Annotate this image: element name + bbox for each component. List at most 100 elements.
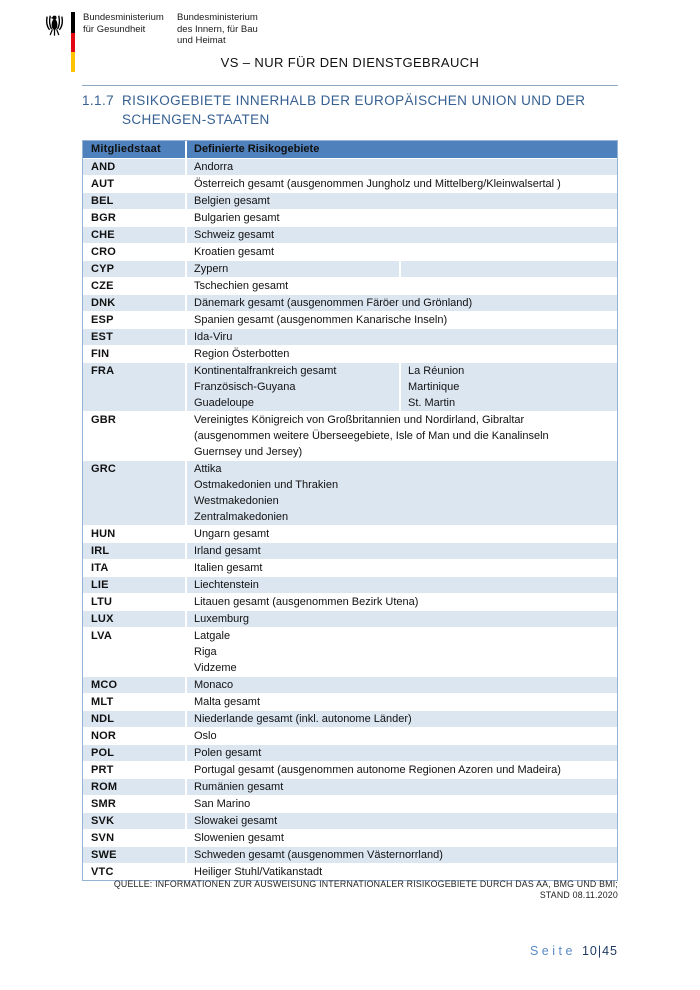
federal-eagle-icon xyxy=(45,15,64,36)
table-row: EST Ida-Viru xyxy=(83,328,617,345)
member-state-code: AND xyxy=(91,161,116,173)
member-state-code: IRL xyxy=(91,545,110,557)
table-row: BGR Bulgarien gesamt xyxy=(83,209,617,226)
table-row: ROM Rumänien gesamt xyxy=(83,778,617,795)
table-row: HUN Ungarn gesamt xyxy=(83,525,617,542)
table-row: ITA Italien gesamt xyxy=(83,559,617,576)
risk-area-cell: Kroatien gesamt xyxy=(185,244,617,260)
risk-area-line: Ungarn gesamt xyxy=(194,528,270,540)
member-state-code: DNK xyxy=(91,297,116,309)
risk-area-cell: Spanien gesamt (ausgenommen Kanarische I… xyxy=(185,312,617,328)
member-state-code: POL xyxy=(91,747,115,759)
risk-area-line: Portugal gesamt (ausgenommen autonome Re… xyxy=(194,764,561,776)
risk-area-line: Belgien gesamt xyxy=(194,195,270,207)
member-state-code: CHE xyxy=(91,229,115,241)
risk-area-cell: Liechtenstein xyxy=(185,577,617,593)
member-state-code: AUT xyxy=(91,178,115,190)
member-state-code: VTC xyxy=(91,866,114,878)
column-header-member-state: Mitgliedstaat xyxy=(91,143,161,155)
risk-area-line: Kroatien gesamt xyxy=(194,246,275,258)
table-row: FRA Kontinentalfrankreich gesamt Französis… xyxy=(83,362,617,411)
table-row: AUT Österreich gesamt (ausgenommen Jungho… xyxy=(83,175,617,192)
member-state-code: FIN xyxy=(91,348,110,360)
member-state-code: CZE xyxy=(91,280,114,292)
table-row: VTC Heiliger Stuhl/Vatikanstadt xyxy=(83,863,617,880)
risk-area-cell: Belgien gesamt xyxy=(185,193,617,209)
risk-area-line: Ida-Viru xyxy=(194,331,233,343)
member-state-code: BEL xyxy=(91,195,114,207)
risk-area-line: Polen gesamt xyxy=(194,747,262,759)
section-heading: 1.1.7 RISIKOGEBIETE INNERHALB DER EUROPÄ… xyxy=(82,91,627,129)
member-state-code: GBR xyxy=(91,414,117,426)
risk-area-line: Tschechien gesamt xyxy=(194,280,289,292)
risk-area-line: Niederlande gesamt (inkl. autonome Lände… xyxy=(194,713,412,725)
table-row: SVN Slowenien gesamt xyxy=(83,829,617,846)
member-state-code: GRC xyxy=(91,463,117,475)
member-state-code: MLT xyxy=(91,696,114,708)
risk-area-cell: Oslo xyxy=(185,728,617,744)
ministry-logos: Bundesministerium für Gesundheit Bundesm… xyxy=(44,12,287,72)
risk-area-cell: Slowenien gesamt xyxy=(185,830,617,846)
page-footer-label: Seite xyxy=(529,944,576,958)
risk-area-line: Dänemark gesamt (ausgenommen Färöer und … xyxy=(194,297,473,309)
risk-area-line: Vereinigtes Königreich von Großbritannie… xyxy=(194,414,525,426)
table-row: CHE Schweiz gesamt xyxy=(83,226,617,243)
member-state-code: ROM xyxy=(91,781,118,793)
risk-area-line: Spanien gesamt (ausgenommen Kanarische I… xyxy=(194,314,448,326)
risk-area-cell: Italien gesamt xyxy=(185,560,617,576)
risk-area-cell: Litauen gesamt (ausgenommen Bezirk Utena… xyxy=(185,594,617,610)
member-state-code: CRO xyxy=(91,246,117,258)
risk-area-line: Zypern xyxy=(194,263,229,275)
risk-area-line: Oslo xyxy=(194,730,217,742)
risk-area-line: Guadeloupe xyxy=(194,397,254,409)
risk-area-line: Irland gesamt xyxy=(194,545,261,557)
risk-area-cell: Bulgarien gesamt xyxy=(185,210,617,226)
table-row: AND Andorra xyxy=(83,158,617,175)
risk-area-line: Slowakei gesamt xyxy=(194,815,278,827)
risk-area-line: Vidzeme xyxy=(194,662,237,674)
risk-area-line: Französisch-Guyana xyxy=(194,381,296,393)
risk-area-line: Rumänien gesamt xyxy=(194,781,284,793)
table-row: PRT Portugal gesamt (ausgenommen autonome… xyxy=(83,761,617,778)
risk-area-line: Attika xyxy=(194,463,222,475)
table-row: LTU Litauen gesamt (ausgenommen Bezirk Ut… xyxy=(83,593,617,610)
risk-area-cell xyxy=(399,261,617,277)
risk-area-cell: Schweden gesamt (ausgenommen Västernorrl… xyxy=(185,847,617,863)
table-row: ESP Spanien gesamt (ausgenommen Kanarisch… xyxy=(83,311,617,328)
risk-area-line: Westmakedonien xyxy=(194,495,279,507)
member-state-code: BGR xyxy=(91,212,117,224)
risk-area-line: Martinique xyxy=(408,381,460,393)
member-state-code: LUX xyxy=(91,613,114,625)
risk-area-line: Schweiz gesamt xyxy=(194,229,275,241)
member-state-code: PRT xyxy=(91,764,114,776)
risk-area-line: Slowenien gesamt xyxy=(194,832,284,844)
risk-area-line: Region Österbotten xyxy=(194,348,290,360)
member-state-code: SWE xyxy=(91,849,117,861)
risk-area-cell: Luxemburg xyxy=(185,611,617,627)
page-number: 10|45 xyxy=(581,944,618,958)
member-state-code: ITA xyxy=(91,562,109,574)
table-row: SVK Slowakei gesamt xyxy=(83,812,617,829)
table-row: CYP Zypern xyxy=(83,260,617,277)
table-row: LVA Latgale Riga Vidzeme xyxy=(83,627,617,676)
risk-area-line: Italien gesamt xyxy=(194,562,263,574)
table-row: NDL Niederlande gesamt (inkl. autonome Lä… xyxy=(83,710,617,727)
risk-area-line: Ostmakedonien und Thrakien xyxy=(194,479,339,491)
risk-area-cell: Ungarn gesamt xyxy=(185,526,617,542)
member-state-code: LIE xyxy=(91,579,109,591)
risk-area-line: Guernsey und Jersey) xyxy=(194,446,303,458)
table-header-row: Mitgliedstaat Definierte Risikogebiete xyxy=(83,141,617,158)
member-state-code: NDL xyxy=(91,713,115,725)
risk-area-line: (ausgenommen weitere Überseegebiete, Isl… xyxy=(194,430,549,442)
risk-area-line: Malta gesamt xyxy=(194,696,261,708)
risk-area-line: Heiliger Stuhl/Vatikanstadt xyxy=(194,866,323,878)
risk-area-line: Luxemburg xyxy=(194,613,250,625)
member-state-code: LTU xyxy=(91,596,113,608)
risk-area-line: Andorra xyxy=(194,161,234,173)
risk-area-cell: Rumänien gesamt xyxy=(185,779,617,795)
risk-area-cell: Attika Ostmakedonien und Thrakien Westmake… xyxy=(185,461,617,525)
member-state-code: SVK xyxy=(91,815,115,827)
risk-area-line: Bulgarien gesamt xyxy=(194,212,280,224)
table-row: CRO Kroatien gesamt xyxy=(83,243,617,260)
